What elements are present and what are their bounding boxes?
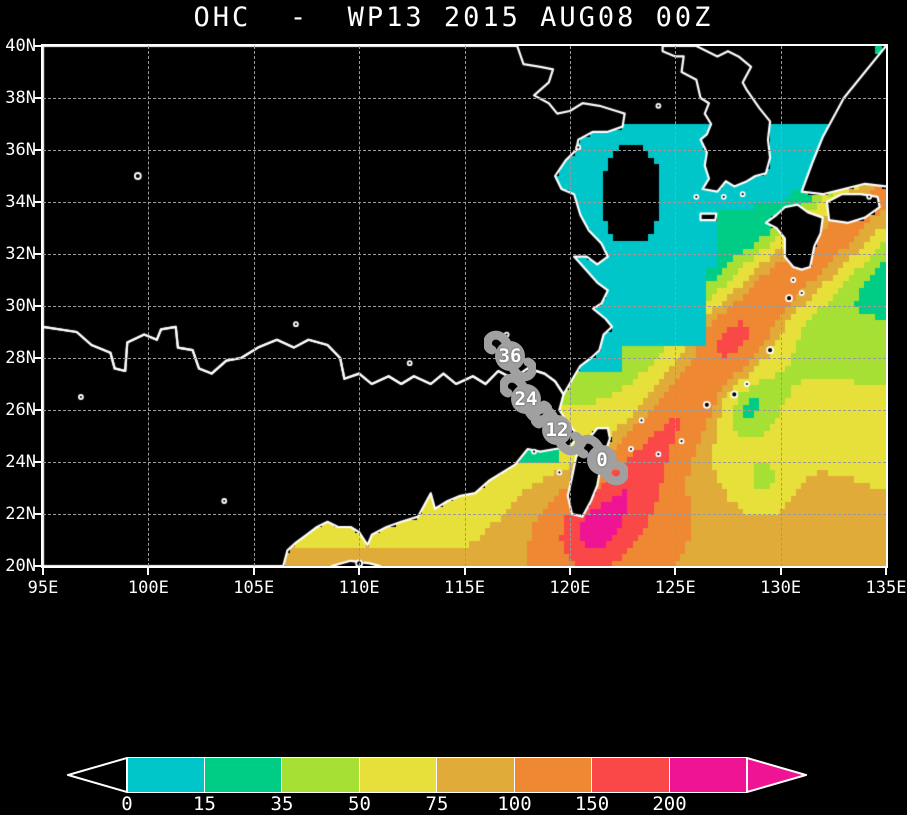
x-axis-label: 130E <box>760 578 802 598</box>
storm-hour-label: 0 <box>596 449 608 471</box>
x-axis-label: 120E <box>549 578 591 598</box>
colorbar-band <box>282 757 360 793</box>
x-axis-label: 110E <box>338 578 380 598</box>
x-axis-label: 125E <box>654 578 696 598</box>
x-axis-tick <box>568 568 571 575</box>
y-axis-label: 40N <box>5 36 36 56</box>
y-axis-tick <box>34 149 41 151</box>
colorbar[interactable]: 0 15 35 50 75 100 150 200 <box>0 745 907 815</box>
y-axis-tick <box>34 97 41 99</box>
colorbar-tick: 150 <box>574 793 610 815</box>
colorbar-tick: 15 <box>193 793 216 815</box>
colorbar-tick: 0 <box>121 793 133 815</box>
storm-position-marker[interactable]: 0 <box>576 424 628 496</box>
x-axis-label: 115E <box>444 578 485 598</box>
colorbar-band <box>204 757 282 793</box>
colorbar-band <box>592 757 670 793</box>
colorbar-over-arrow <box>747 757 807 793</box>
y-axis-tick <box>34 305 41 307</box>
y-axis-tick <box>34 565 41 567</box>
y-axis-tick <box>34 409 41 411</box>
y-axis-label: 38N <box>5 88 36 108</box>
storm-hour-label: 12 <box>545 419 569 441</box>
figure-title: OHC - WP13 2015 AUG08 00Z <box>193 2 714 33</box>
y-axis-tick <box>34 461 41 463</box>
y-axis-tick <box>34 201 41 203</box>
storm-hour-label: 24 <box>514 388 538 410</box>
colorbar-band <box>359 757 437 793</box>
colorbar-tick: 100 <box>497 793 532 815</box>
y-axis-label: 32N <box>5 244 36 264</box>
colorbar-bands <box>127 757 747 793</box>
x-axis-tick <box>42 568 44 575</box>
y-axis-tick <box>34 45 41 47</box>
y-axis-label: 22N <box>5 504 36 524</box>
colorbar-tick: 75 <box>425 793 449 815</box>
storm-hour-label: 36 <box>498 345 522 367</box>
x-axis-tick <box>674 568 677 575</box>
colorbar-tick: 35 <box>270 793 294 815</box>
storm-position-marker[interactable]: 12 <box>531 394 583 466</box>
y-axis-label: 28N <box>5 348 36 368</box>
colorbar-band <box>127 757 205 793</box>
x-axis-tick <box>779 568 782 575</box>
map-plot-area[interactable]: 36 24 12 0 <box>41 44 888 568</box>
colorbar-tick: 50 <box>348 793 371 815</box>
storm-position-marker[interactable]: 36 <box>484 320 536 392</box>
y-axis-tick <box>34 357 41 359</box>
x-axis-label: 105E <box>233 578 275 598</box>
y-axis-label: 24N <box>5 452 36 472</box>
y-axis-label: 20N <box>5 556 36 576</box>
y-axis-label: 36N <box>5 140 36 160</box>
x-axis-label: 95E <box>27 578 59 598</box>
x-axis-label: 100E <box>127 578 169 598</box>
y-axis-label: 30N <box>5 296 36 316</box>
ohc-heatmap-canvas <box>43 46 886 566</box>
colorbar-band <box>514 757 592 793</box>
x-axis-tick <box>463 568 466 575</box>
colorbar-band <box>437 757 515 793</box>
x-axis-tick <box>358 568 361 575</box>
colorbar-band <box>669 757 747 793</box>
colorbar-tick: 200 <box>652 793 687 815</box>
y-axis-tick <box>34 253 41 255</box>
y-axis-label: 34N <box>5 192 36 212</box>
y-axis-tick <box>34 513 41 515</box>
x-axis-tick <box>252 568 255 575</box>
colorbar-under-arrow <box>67 757 127 793</box>
x-axis-tick <box>147 568 150 575</box>
x-axis-label: 135E <box>865 578 907 598</box>
y-axis-label: 26N <box>5 400 36 420</box>
x-axis-tick <box>885 568 887 575</box>
